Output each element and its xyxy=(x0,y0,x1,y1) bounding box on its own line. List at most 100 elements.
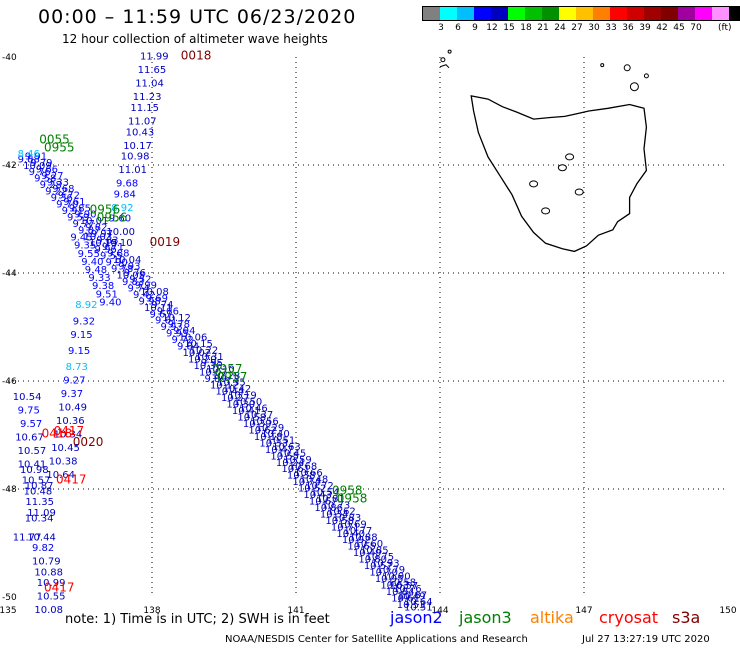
legend-swatch xyxy=(525,7,542,20)
x-tick-label: 135 xyxy=(0,606,17,616)
track-wave-height-label: 9.89 xyxy=(204,374,226,385)
track-wave-height-label: 10.07 xyxy=(199,367,228,378)
island-outline xyxy=(440,57,446,63)
legend-tick-label: 30 xyxy=(588,23,600,33)
pass-time-label: 0020 xyxy=(73,435,104,449)
island-outline xyxy=(600,63,605,68)
track-wave-height-label: 10.84 xyxy=(386,587,415,598)
y-tick-label: -48 xyxy=(2,485,17,495)
wave-height-label: 11.77 xyxy=(13,532,42,543)
track-wave-height-label: 9.90 xyxy=(106,258,128,269)
legend-tick-label: 45 xyxy=(673,23,685,33)
wave-height-label: 10.87 xyxy=(25,481,54,492)
track-wave-height-label: 10.12 xyxy=(162,313,191,324)
pass-time-label: 0958 xyxy=(332,483,363,497)
track-wave-height-label: 9.40 xyxy=(81,257,103,268)
wave-height-label: 10.41 xyxy=(18,459,47,470)
y-tick-label: -42 xyxy=(2,161,17,171)
wave-height-label: 10.79 xyxy=(32,557,61,568)
track-wave-height-label: 9.93 xyxy=(118,261,140,272)
track-wave-height-label: 10.75 xyxy=(366,552,395,563)
legend-swatch xyxy=(644,7,661,20)
wave-height-label: 11.99 xyxy=(140,52,169,63)
track-wave-height-label: 10.54 xyxy=(311,487,340,498)
pass-time-label: 0019 xyxy=(150,235,181,249)
track-wave-height-label: 9.48 xyxy=(85,265,107,276)
track-wave-height-label: 10.59 xyxy=(283,455,312,466)
track-wave-height-label: 10.63 xyxy=(380,580,409,591)
pass-time-label: 0955 xyxy=(44,141,75,155)
track-wave-height-label: 10.83 xyxy=(333,513,362,524)
track-wave-height-label: 10.18 xyxy=(254,432,283,443)
track-wave-height-label: 10.64 xyxy=(404,597,433,608)
wave-height-label: 9.68 xyxy=(116,179,138,190)
track-wave-height-label: 9.71 xyxy=(102,242,124,253)
track-wave-height-label: 10.05 xyxy=(117,271,146,282)
track-wave-height-label: 10.62 xyxy=(327,507,356,518)
wave-height-label: 10.36 xyxy=(56,416,85,427)
wave-height-label: 9.15 xyxy=(68,346,90,357)
track-wave-height-label: 9.72 xyxy=(171,335,193,346)
satellite-legend-s3a: s3a xyxy=(672,608,701,627)
track-wave-height-label: 10.98 xyxy=(20,465,49,476)
track-wave-height-label: 9.45 xyxy=(70,233,92,244)
track-wave-height-label: 10.58 xyxy=(325,516,354,527)
track-wave-height-label: 10.20 xyxy=(188,354,217,365)
wave-height-label: 10.49 xyxy=(58,403,87,414)
track-wave-height-label: 10.86 xyxy=(314,503,343,514)
legend-swatch xyxy=(627,7,644,20)
track-wave-height-label: 10.60 xyxy=(355,539,384,550)
track-wave-height-label: 10.79 xyxy=(377,565,406,576)
legend-swatch xyxy=(729,7,740,20)
track-wave-height-label: 9.93 xyxy=(160,322,182,333)
wave-height-label: 9.57 xyxy=(20,419,42,430)
track-wave-height-label: 10.41 xyxy=(232,406,261,417)
y-tick-label: -40 xyxy=(2,53,17,63)
track-wave-height-label: 9.94 xyxy=(173,326,195,337)
track-wave-height-label: 10.08 xyxy=(140,287,169,298)
track-wave-height-label: 10.43 xyxy=(303,490,332,501)
track-wave-height-label: 10.69 xyxy=(338,520,367,531)
track-wave-height-label: 10.80 xyxy=(358,555,387,566)
track-wave-height-label: 10.49 xyxy=(353,548,382,559)
legend-swatch xyxy=(474,7,491,20)
wave-height-label: 11.01 xyxy=(118,165,147,176)
legend-swatch xyxy=(678,7,695,20)
track-wave-height-label: 9.36 xyxy=(51,193,73,204)
track-wave-height-label: 10.40 xyxy=(336,529,365,540)
track-wave-height-label: 10.67 xyxy=(309,496,338,507)
x-tick-label: 150 xyxy=(719,606,736,616)
legend-swatch xyxy=(491,7,508,20)
track-wave-height-label: 9.67 xyxy=(149,309,171,320)
legend-swatch xyxy=(508,7,525,20)
track-wave-height-label: 10.88 xyxy=(349,533,378,544)
page-title: 00:00 – 11:59 UTC 06/23/2020 xyxy=(38,6,357,28)
track-wave-height-label: 9.95 xyxy=(166,329,188,340)
legend-tick-label: 42 xyxy=(656,23,668,33)
track-wave-height-label: 10.40 xyxy=(261,429,290,440)
track-wave-height-label: 9.85 xyxy=(69,203,91,214)
wave-height-label: 10.57 xyxy=(390,581,419,592)
track-wave-height-label: 9.88 xyxy=(18,154,40,165)
track-wave-height-label: 9.90 xyxy=(74,210,96,221)
satellite-legend-jason3: jason3 xyxy=(459,608,512,627)
wave-height-label: 10.17 xyxy=(123,141,152,152)
track-wave-height-label: 9.82 xyxy=(85,223,107,234)
legend-tick-label: 36 xyxy=(622,23,634,33)
track-wave-height-label: 10.57 xyxy=(364,561,393,572)
render-timestamp: Jul 27 13:27:19 UTC 2020 xyxy=(582,634,710,645)
wave-height-label: 10.00 xyxy=(106,227,135,238)
track-wave-height-label: 9.87 xyxy=(78,225,100,236)
wave-height-label: 11.07 xyxy=(128,117,157,128)
track-wave-height-label: 9.78 xyxy=(111,264,133,275)
track-wave-height-label: 9.76 xyxy=(29,167,51,178)
track-wave-height-label: 10.58 xyxy=(237,413,266,424)
wave-height-label: 10.45 xyxy=(51,443,80,454)
track-wave-height-label: 9.69 xyxy=(146,294,168,305)
legend-tick-label: 18 xyxy=(520,23,532,33)
legend-swatch xyxy=(610,7,627,20)
track-wave-height-label: 9.78 xyxy=(168,319,190,330)
track-wave-height-label: 10.28 xyxy=(212,371,241,382)
wave-height-label: 10.98 xyxy=(121,152,150,163)
pass-time-label: 0956 xyxy=(97,211,128,225)
